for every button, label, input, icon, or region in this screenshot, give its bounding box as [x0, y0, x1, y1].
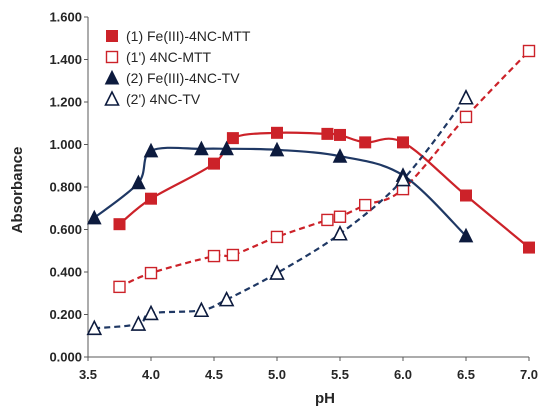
x-tick-label: 5.5 [331, 367, 349, 382]
x-tick-label: 3.5 [79, 367, 97, 382]
series-line-2 [119, 50, 530, 288]
y-tick-label: 1.000 [49, 137, 82, 152]
data-point-series-3 [131, 174, 146, 190]
data-point-series-1 [359, 136, 372, 149]
data-point-series-4 [395, 170, 411, 187]
data-point-series-2 [321, 213, 334, 227]
y-tick-label: 0.000 [49, 350, 82, 365]
series-markers [86, 44, 536, 336]
legend-label-2: (1') 4NC-MTT [126, 49, 212, 65]
data-point-series-3 [143, 142, 159, 158]
y-tick-label: 0.200 [49, 307, 82, 322]
x-tick-label: 4.0 [142, 367, 160, 382]
legend-marker-1 [106, 30, 118, 42]
data-point-series-4 [458, 88, 474, 105]
y-tick-label: 0.400 [49, 265, 82, 280]
data-point-series-1 [208, 157, 220, 170]
data-point-series-3 [458, 227, 474, 243]
data-point-series-2 [226, 248, 240, 262]
x-tick-label: 4.5 [205, 367, 223, 382]
data-point-series-3 [86, 209, 102, 225]
data-point-series-1 [397, 136, 409, 149]
legend-label-4: (2') 4NC-TV [126, 91, 201, 107]
data-point-series-1 [523, 241, 535, 254]
legend-marker-3 [104, 69, 120, 85]
x-tick-label: 7.0 [520, 367, 538, 382]
data-point-series-1 [334, 128, 346, 141]
data-point-series-4 [193, 301, 210, 318]
data-point-series-2 [207, 249, 221, 263]
data-point-series-4 [130, 315, 147, 331]
data-point-series-2 [113, 280, 126, 294]
data-point-series-3 [332, 148, 348, 163]
x-tick-label: 6.5 [457, 367, 475, 382]
data-point-series-1 [226, 132, 239, 145]
legend: (1) Fe(III)-4NC-MTT (1') 4NC-MTT (2) Fe(II… [104, 28, 251, 107]
data-point-series-2 [459, 110, 473, 124]
x-axis-label: pH [315, 390, 335, 406]
data-point-series-2 [270, 230, 284, 244]
x-tick-label: 6.0 [394, 367, 412, 382]
data-point-series-4 [143, 304, 159, 321]
data-point-series-1 [271, 126, 283, 139]
x-tick-label: 5.0 [268, 367, 286, 382]
data-point-series-1 [145, 192, 157, 205]
legend-marker-4 [104, 90, 120, 106]
data-point-series-2 [144, 266, 158, 280]
data-point-series-1 [321, 127, 334, 140]
data-point-series-1 [113, 218, 126, 231]
y-axis: 0.000 0.200 0.400 0.600 0.800 1.000 1.200 1.400… [49, 10, 88, 365]
y-tick-label: 1.200 [49, 95, 82, 110]
data-point-series-4 [218, 290, 235, 307]
legend-label-1: (1) Fe(III)-4NC-MTT [126, 28, 251, 44]
legend-label-3: (2) Fe(III)-4NC-TV [126, 70, 240, 86]
data-point-series-1 [460, 189, 472, 202]
y-tick-label: 0.600 [49, 222, 82, 237]
data-point-series-4 [86, 319, 103, 336]
data-point-series-2 [359, 198, 372, 212]
data-point-series-4 [332, 224, 348, 241]
data-point-series-3 [219, 140, 234, 156]
x-axis: 3.5 4.0 4.5 5.0 5.5 6.0 6.5 7.0 [79, 357, 538, 382]
data-point-series-4 [269, 264, 285, 280]
series-line-3 [93, 146, 467, 237]
y-tick-label: 1.400 [49, 52, 82, 67]
plot-area [87, 17, 529, 358]
legend-marker-2 [105, 50, 119, 64]
data-point-series-2 [522, 44, 536, 58]
y-tick-label: 0.800 [49, 180, 82, 195]
data-point-series-2 [333, 210, 347, 223]
data-point-series-3 [194, 140, 209, 156]
y-tick-label: 1.600 [49, 10, 82, 25]
y-axis-label: Absorbance [9, 147, 26, 234]
data-point-series-3 [269, 141, 285, 157]
